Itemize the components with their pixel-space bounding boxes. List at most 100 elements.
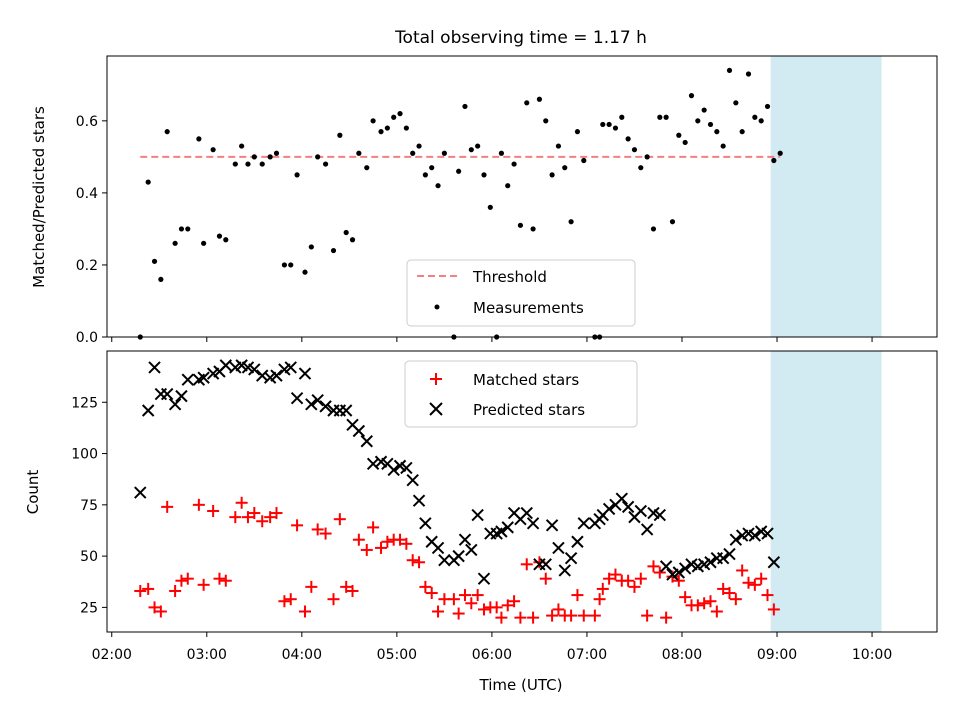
matched-stars-point: [229, 511, 242, 524]
matched-stars-point: [477, 603, 490, 616]
measurement-point: [625, 136, 631, 142]
measurement-point: [343, 229, 349, 236]
x-stroke: [539, 558, 552, 571]
x-stroke: [339, 404, 353, 417]
measurement-point: [600, 121, 606, 128]
measurement-point: [612, 125, 619, 131]
predicted-stars-point: [148, 361, 161, 374]
measurement-point: [720, 143, 726, 149]
measurement-point: [378, 129, 384, 135]
x-stroke: [311, 394, 324, 407]
matched-stars-point: [134, 584, 147, 597]
predicted-stars-point: [298, 367, 312, 380]
matched-stars-point: [207, 504, 220, 517]
matched-stars-point: [161, 500, 174, 513]
x-stroke: [393, 459, 407, 473]
x-stroke: [270, 369, 283, 382]
measurement-point: [416, 143, 422, 149]
measurement-point: [172, 240, 178, 246]
xtick-label: 07:00: [567, 647, 607, 663]
top-legend: Threshold Measurements: [406, 259, 636, 327]
predicted-stars-point: [352, 424, 366, 438]
matched-stars-point: [319, 527, 332, 540]
measurement-point: [322, 161, 329, 167]
x-stroke: [346, 418, 359, 432]
measurement-point: [178, 226, 185, 232]
measurement-point: [364, 165, 370, 171]
matched-stars-point: [413, 556, 426, 569]
measurement-point: [714, 129, 720, 135]
measurement-point: [232, 161, 238, 167]
matched-stars-legend-marker: [430, 373, 442, 385]
predicted-stars-point: [270, 369, 283, 382]
measurement-point: [468, 147, 474, 153]
predicted-stars-point: [621, 500, 635, 514]
x-stroke: [400, 461, 413, 475]
top-y-axis-label: Matched/Predicted stars: [30, 106, 48, 288]
measurement-point: [701, 107, 707, 113]
predicted-stars-point: [339, 404, 353, 417]
measurement-point: [349, 237, 356, 243]
matched-stars-point: [596, 582, 609, 595]
matched-stars-point: [181, 572, 194, 585]
predicted-stars-point: [615, 492, 628, 505]
predicted-stars-point: [704, 556, 717, 569]
predicted-stars-point: [723, 547, 736, 561]
predicted-stars-point: [360, 435, 373, 448]
xtick-label: 09:00: [757, 647, 797, 663]
x-stroke: [640, 523, 654, 536]
predicted-stars-point: [748, 529, 762, 542]
x-stroke: [653, 508, 667, 522]
xtick-label: 10:00: [852, 647, 892, 663]
predicted-stars-point: [406, 474, 419, 487]
measurement-point: [505, 183, 511, 189]
x-stroke: [387, 463, 400, 477]
x-stroke: [571, 535, 584, 548]
x-stroke: [290, 391, 304, 405]
predicted-stars-point: [419, 517, 432, 530]
bottom-ytick-label: 50: [80, 549, 98, 565]
predicted-stars-point: [495, 525, 508, 538]
x-stroke: [729, 533, 743, 546]
measurement-point: [695, 118, 701, 124]
x-stroke: [197, 371, 210, 384]
predicted-stars-point: [181, 373, 194, 386]
bottom-shaded-region: [770, 351, 882, 632]
measurement-point: [657, 114, 663, 120]
predicted-stars-point: [716, 551, 730, 565]
matched-stars-point: [241, 511, 254, 524]
predicted-stars-point: [520, 506, 533, 520]
bottom-y-ticks: 25 50 75 100 125: [71, 395, 107, 616]
x-stroke: [520, 506, 533, 520]
matched-stars-point: [298, 605, 311, 618]
x-stroke: [748, 529, 762, 542]
measurement-point: [650, 226, 657, 232]
x-stroke: [634, 504, 648, 518]
predicted-stars-point: [558, 564, 571, 577]
predicted-stars-point: [452, 549, 465, 563]
matched-stars-point: [367, 521, 380, 534]
measurement-point: [384, 125, 390, 131]
measurement-point: [555, 143, 562, 149]
x-stroke: [761, 527, 774, 540]
measurement-point: [281, 262, 288, 268]
measurement-point: [356, 150, 362, 156]
matched-stars-point: [270, 507, 283, 520]
measurement-point: [777, 150, 783, 156]
measurement-point: [223, 237, 229, 243]
measurement-point: [441, 150, 447, 156]
predicted-stars-point: [571, 535, 584, 548]
measurement-point: [517, 222, 524, 228]
matched-stars-point: [400, 537, 413, 550]
matched-stars-point: [672, 574, 685, 587]
measurement-point: [294, 172, 300, 178]
matched-stars-point: [698, 597, 711, 610]
measurement-point: [185, 226, 191, 232]
measurement-point: [201, 240, 207, 246]
x-stroke: [248, 363, 261, 376]
x-stroke: [374, 455, 388, 468]
x-stroke: [615, 492, 628, 505]
bottom-ytick-label: 125: [71, 395, 98, 411]
bottom-legend: Matched stars Predicted stars: [404, 360, 638, 428]
measurement-point: [397, 111, 403, 117]
